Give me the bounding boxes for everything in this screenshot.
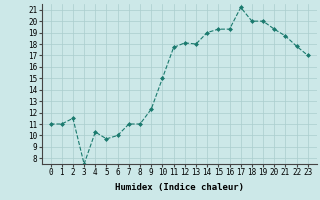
X-axis label: Humidex (Indice chaleur): Humidex (Indice chaleur) (115, 183, 244, 192)
